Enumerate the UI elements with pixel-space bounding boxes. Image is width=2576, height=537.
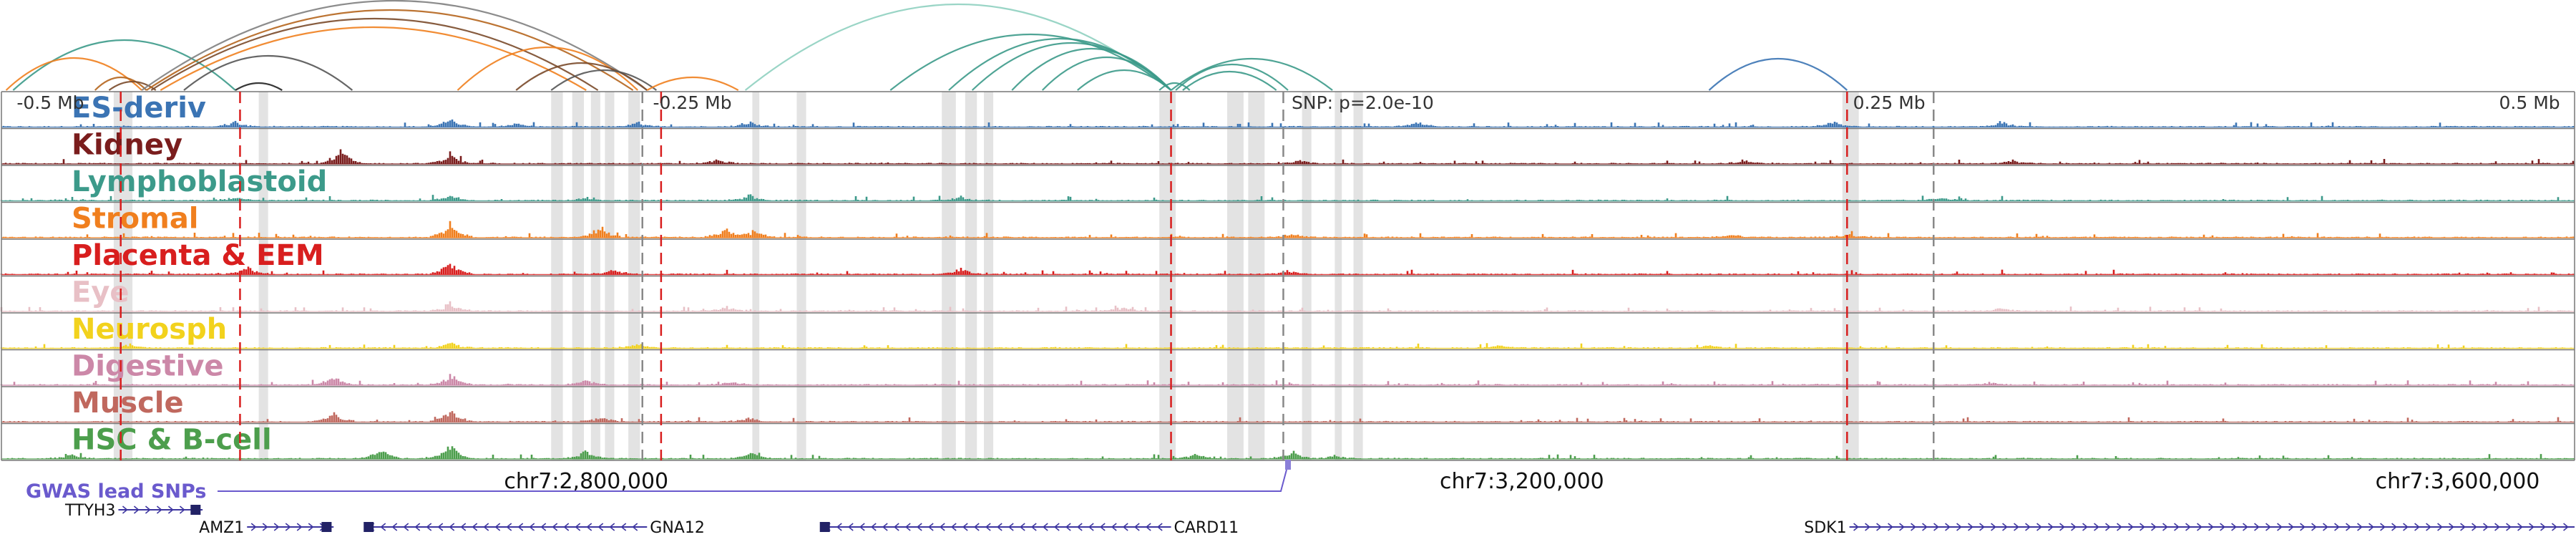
ruler-label: 0.25 Mb	[1853, 92, 1926, 113]
track-kidney: Kidney	[1, 127, 2575, 165]
ruler-label: -0.5 Mb	[16, 92, 84, 113]
track-title: HSC & B-cell	[72, 424, 272, 457]
track-muscle: Muscle	[1, 386, 2575, 423]
signal-bars	[0, 301, 2572, 311]
track-stromal: Stromal	[1, 201, 2575, 238]
track-digestive: Digestive	[0, 349, 2575, 386]
loop-arc	[146, 9, 634, 91]
coordinate-axis: chr7:2,800,000 chr7:3,200,000 chr7:3,600,0…	[504, 469, 2540, 494]
strand-arrows	[122, 505, 197, 514]
track-lymphoblastoid: Lymphoblastoid	[0, 165, 2575, 202]
coordinate-label: chr7:3,200,000	[1440, 469, 1604, 494]
track-title: Eye	[72, 276, 130, 309]
loop-arc	[550, 69, 658, 91]
gene-amz1: AMZ1	[199, 519, 334, 537]
ruler-label: SNP: p=2.0e-10	[1292, 92, 1434, 113]
loop-arc	[744, 4, 1172, 91]
gene-label: AMZ1	[199, 519, 244, 537]
track-title: Digestive	[72, 350, 224, 383]
gene-card11: CARD11	[819, 519, 1239, 537]
strand-arrows	[250, 523, 326, 531]
loop-arc	[1041, 56, 1172, 91]
gene-label: CARD11	[1174, 519, 1239, 537]
gwas-track: GWAS lead SNPs	[26, 460, 1291, 503]
loop-arc	[1708, 57, 1848, 91]
ruler: -0.5 Mb -0.25 Mb SNP: p=2.0e-10 0.25 Mb 0.5 …	[16, 92, 2560, 113]
track-title: Neurosph	[72, 313, 227, 346]
gene-exon	[190, 505, 201, 515]
track-title: Kidney	[72, 129, 182, 162]
track-neurosph: Neurosph	[0, 312, 2575, 349]
gene-ttyh3: TTYH3	[64, 502, 203, 520]
loop-arc	[235, 82, 283, 91]
strand-arrows	[1853, 523, 2569, 531]
gene-track: TTYH3 AMZ1 GNA12 CARD11 SDK1	[64, 502, 2575, 537]
loop-arc	[5, 57, 142, 91]
loop-arc	[1175, 63, 1289, 91]
loop-arc	[515, 62, 648, 91]
loop-arc	[646, 76, 739, 91]
loop-arc	[1158, 82, 1191, 91]
gene-exon	[819, 522, 830, 532]
gwas-track-label: GWAS lead SNPs	[26, 480, 206, 503]
loop-arc	[160, 26, 587, 91]
gene-gna12: GNA12	[364, 519, 705, 537]
gene-exon	[364, 522, 374, 532]
signal-bars	[2, 411, 2575, 422]
signal-bars	[2, 119, 2575, 127]
gene-label: TTYH3	[64, 502, 115, 520]
chromatin-loop-arcs	[5, 0, 1848, 91]
ruler-label: 0.5 Mb	[2499, 92, 2560, 113]
signal-bars	[0, 374, 2572, 385]
loop-arc	[12, 39, 236, 91]
marker-lines	[119, 92, 1935, 460]
track-title: Placenta & EEM	[72, 239, 324, 272]
loop-arc	[141, 0, 648, 91]
track-title: Stromal	[72, 203, 199, 236]
track-es-deriv: ES-deriv	[1, 91, 2575, 128]
gene-sdk1: SDK1	[1804, 519, 2575, 537]
coordinate-label: chr7:3,600,000	[2376, 469, 2540, 494]
loop-arc	[1182, 71, 1277, 91]
coordinate-label: chr7:2,800,000	[504, 469, 668, 494]
loop-arc	[1170, 58, 1333, 91]
loop-arc	[150, 18, 599, 91]
signal-bars	[2, 221, 2575, 238]
gene-label: GNA12	[650, 519, 705, 537]
signal-bars	[6, 446, 2575, 459]
signal-bars	[2, 149, 2575, 164]
signal-bars	[0, 263, 2575, 275]
loop-arc	[183, 55, 353, 91]
track-hsc-b-cell: HSC & B-cell	[1, 422, 2575, 460]
gwas-link-line	[218, 469, 1287, 492]
signal-bars	[0, 194, 2575, 201]
ruler-label: -0.25 Mb	[653, 92, 732, 113]
track-eye: Eye	[0, 275, 2575, 312]
loop-arc	[889, 33, 1172, 91]
track-placenta-eem: Placenta & EEM	[0, 238, 2575, 276]
gene-label: SDK1	[1804, 519, 1846, 537]
track-title: Muscle	[72, 387, 184, 420]
gene-exon	[321, 522, 332, 532]
signal-bars	[0, 342, 2572, 349]
track-title: ES-deriv	[72, 92, 206, 125]
loop-arc	[94, 76, 147, 91]
gwas-snp-marker	[1285, 460, 1291, 470]
track-title: Lymphoblastoid	[72, 165, 327, 198]
loop-arc	[1077, 69, 1172, 91]
